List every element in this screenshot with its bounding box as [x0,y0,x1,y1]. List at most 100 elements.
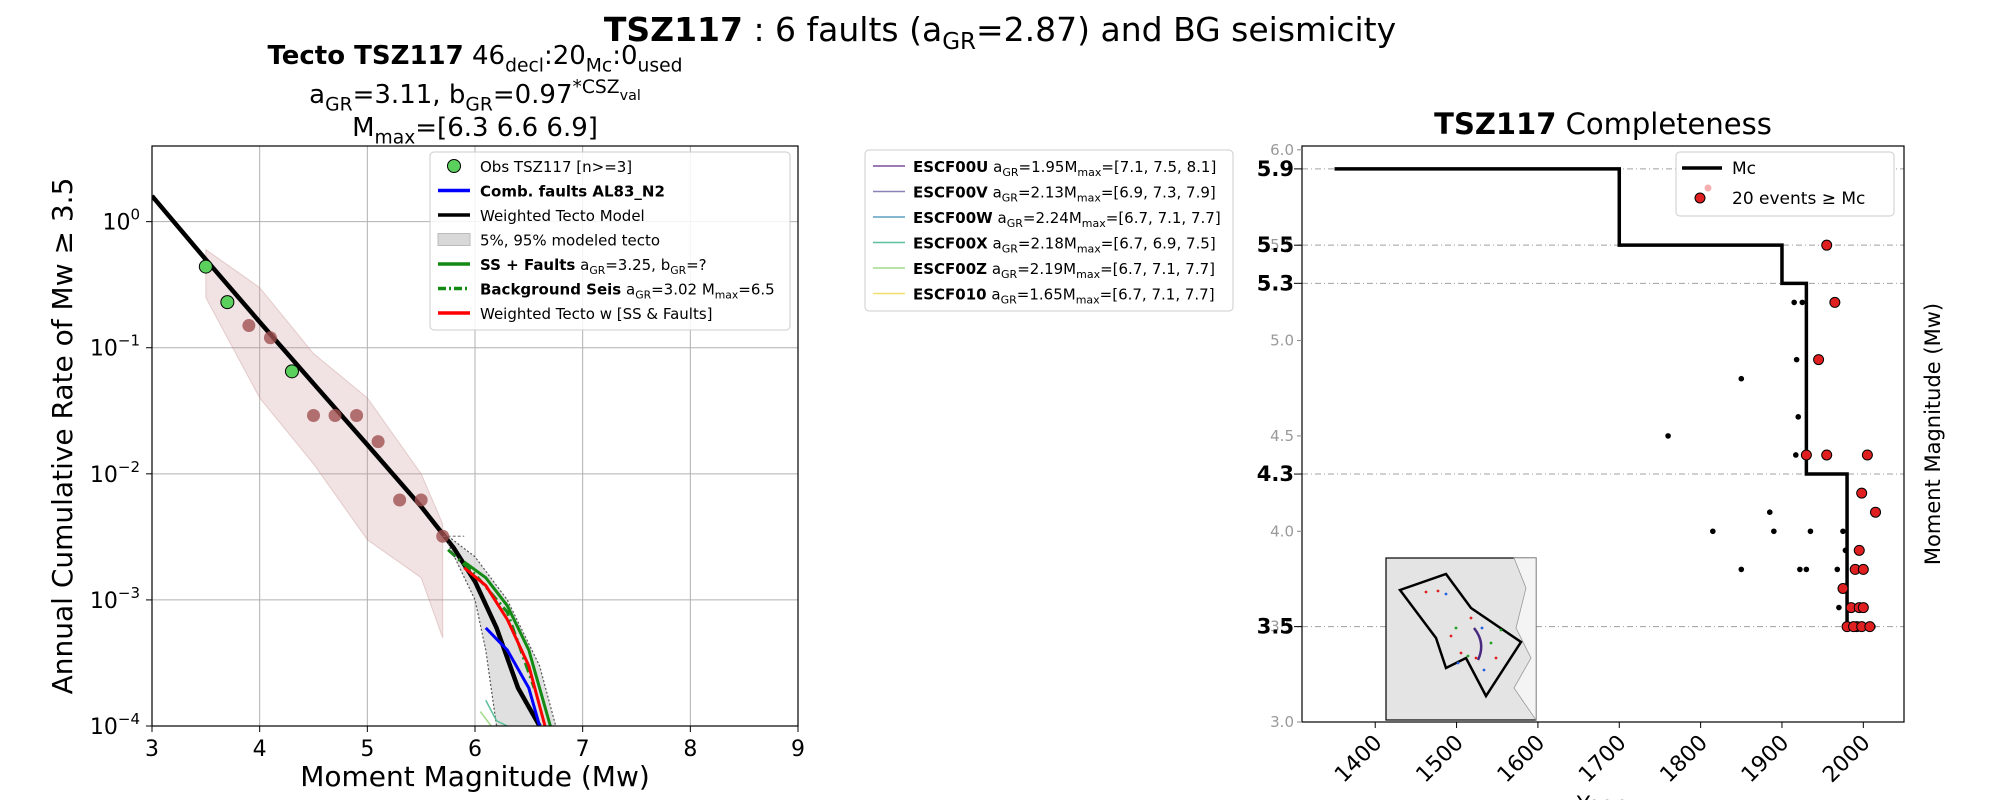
event-below-mc [1793,452,1799,458]
fault-legend-label: ESCF00V aGR=2.13Mmax=[6.9, 7.3, 7.9] [913,184,1216,205]
fault-legend-item: ESCF00V aGR=2.13Mmax=[6.9, 7.3, 7.9] [873,184,1216,205]
left-legend-item: Obs TSZ117 [n>=3] [447,158,632,176]
inset-event-dot [1449,634,1453,638]
inset-map [1385,557,1537,721]
left-title-line: aGR=3.11, bGR=0.97*CSZval [309,77,641,115]
fault-legend-label: ESCF010 aGR=1.65Mmax=[6.7, 7.1, 7.7] [913,286,1215,307]
inset-event-dot [1489,641,1493,645]
event-below-mc [1797,566,1803,573]
y-major-tick-label: 5.9 [1257,157,1294,181]
obs-rate-point [263,331,277,345]
x-tick-label: 1400 [1330,731,1387,788]
event-below-mc [1771,528,1777,535]
left-title-line: Mmax=[6.3 6.6 6.9] [352,113,598,148]
legend-marker [1694,192,1706,204]
inset-event-dot [1424,590,1428,594]
fault-legend-label: ESCF00U aGR=1.95Mmax=[7.1, 7.5, 8.1] [913,158,1216,179]
inset-map-coast [1513,557,1537,722]
x-tick-label: 6 [468,737,482,762]
series-ss-faults [463,560,552,726]
completeness-chart: 3.03.54.04.55.05.56.03.54.35.35.55.91400… [1257,107,1945,800]
x-tick-label: 5 [360,737,374,762]
right-legend-item: 20 events ≥ Mc [1694,184,1865,209]
inset-event-dot [1474,656,1478,660]
fault-legend-item: ESCF00X aGR=2.18Mmax=[6.7, 6.9, 7.5] [873,235,1216,256]
y-tick-label: 10−4 [90,710,140,740]
event-above-mc [1837,582,1849,594]
inset-event-dot [1480,626,1484,630]
figure-suptitle: TSZ117 : 6 faults (aGR=2.87) and BG seis… [604,10,1396,55]
y-tick-label: 10−1 [90,332,140,362]
event-above-mc [1856,487,1868,499]
y-minor-tick-label: 4.5 [1270,427,1294,445]
right-legend-item: Mc [1682,159,1756,179]
left-legend-item: Background Seis aGR=3.02 Mmax=6.5 [438,281,775,302]
y-major-tick-label: 5.5 [1257,233,1294,257]
inset-event-dot [1469,616,1473,620]
fault-legend-item: ESCF010 aGR=1.65Mmax=[6.7, 7.1, 7.7] [873,286,1215,307]
fault-legend: ESCF00U aGR=1.95Mmax=[7.1, 7.5, 8.1] ESCF… [864,149,1234,312]
inset-fault-trace [1473,627,1483,661]
left-legend-item: 5%, 95% modeled tecto [437,232,660,250]
legend-marker [447,159,461,173]
x-tick-label: 1800 [1656,731,1713,788]
y-minor-tick-label: 6.0 [1270,141,1294,159]
x-tick-label: 1700 [1574,731,1631,788]
event-below-mc [1665,433,1671,439]
x-tick-label: 1900 [1737,731,1794,788]
event-below-mc [1738,375,1745,382]
inset-event-dot [1466,654,1470,658]
legend-label: Weighted Tecto w [SS & Faults] [480,305,713,323]
y-axis-label: Annual Cumulative Rate of Mw ≥ 3.5 [46,178,79,695]
x-tick-label: 1500 [1412,731,1469,788]
legend-label: 5%, 95% modeled tecto [480,232,660,250]
event-above-mc [1800,449,1812,461]
series-comb-faults-al83-n2 [484,626,542,726]
right-plot-frame [1301,145,1905,723]
fault-legend-label: ESCF00X aGR=2.18Mmax=[6.7, 6.9, 7.5] [913,235,1216,256]
left-legend-box [429,151,791,331]
right-plot-title: TSZ117 Completeness [1434,107,1772,141]
x-tick-label: 2000 [1818,731,1875,788]
event-below-mc [1795,414,1802,420]
fault-legend-label: ESCF00W aGR=2.24Mmax=[6.7, 7.1, 7.7] [913,209,1221,230]
series-5-95-modeled-tecto-lower- [447,543,498,726]
fault-legend-label: ESCF00Z aGR=2.19Mmax=[6.7, 7.1, 7.7] [913,260,1215,281]
event-below-mc [1793,356,1800,363]
obs-rate-point [328,409,342,423]
event-below-mc [1799,299,1806,306]
event-above-mc [1813,354,1825,366]
inset-event-dot [1499,628,1503,632]
left-legend-item: Comb. faults AL83_N2 [438,183,665,201]
event-above-mc [1853,544,1865,556]
legend-label: 20 events ≥ Mc [1732,189,1865,209]
event-below-mc [1842,547,1849,554]
event-below-mc [1807,528,1814,535]
y-minor-tick-label: 5.0 [1270,332,1294,350]
event-above-mc [1829,296,1841,308]
obs-rate-point [393,493,407,507]
fault-legend-box [864,149,1234,312]
event-below-mc [1836,604,1842,611]
inset-event-dot [1436,589,1440,593]
legend-label: Obs TSZ117 [n>=3] [480,158,632,176]
y-minor-tick-label: 3.5 [1270,618,1294,636]
event-above-mc [1857,602,1869,614]
event-below-mc [1803,566,1810,573]
legend-patch [437,233,471,246]
y-tick-label: 10−2 [90,458,140,488]
x-tick-label: 8 [683,737,697,762]
left-legend-item: Weighted Tecto Model [438,207,645,225]
fault-legend-item: ESCF00U aGR=1.95Mmax=[7.1, 7.5, 8.1] [873,158,1216,179]
obs-rate-point [242,319,256,333]
event-below-mc [1834,566,1841,573]
event-above-mc [1821,239,1833,251]
x-tick-label: 4 [253,737,267,762]
y-minor-tick-label: 3.0 [1270,713,1294,731]
event-below-mc [1710,528,1716,535]
inset-event-dot [1456,661,1460,665]
y-minor-tick-label: 4.0 [1270,522,1294,540]
obs-green-point [284,364,299,379]
event-above-mc [1870,506,1882,518]
